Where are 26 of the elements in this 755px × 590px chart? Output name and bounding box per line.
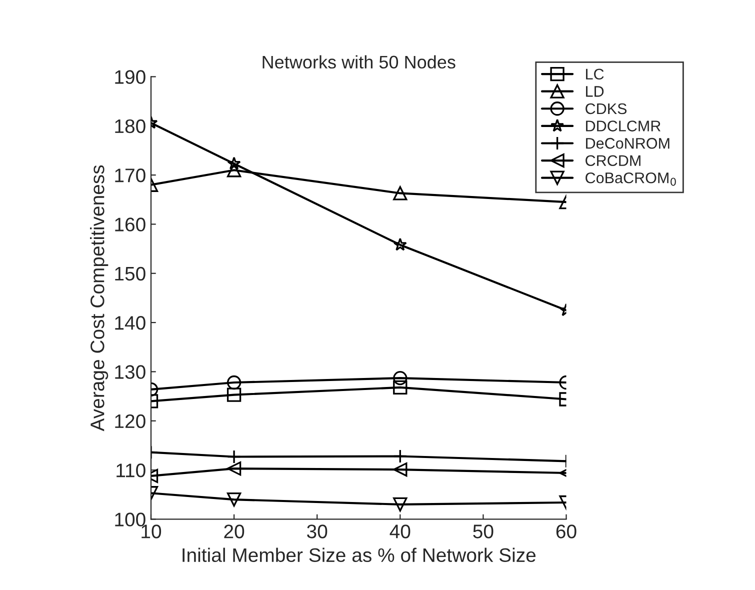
y-axis-title: Average Cost Competitiveness <box>90 165 108 432</box>
legend-label: DeCoNROM <box>586 138 670 149</box>
legend-label: CDKS <box>586 103 627 114</box>
x-tick-label: 10 <box>142 524 162 538</box>
y-tick-label: 150 <box>115 266 146 281</box>
legend-label: DDCLCMR <box>586 120 660 132</box>
x-tick-label: 50 <box>473 524 494 538</box>
chart-title: Networks with 50 Nodes <box>262 55 456 69</box>
x-tick-label: 30 <box>307 524 328 538</box>
legend-label: CRCDM <box>586 155 640 166</box>
y-tick-label: 130 <box>115 365 146 379</box>
legend-label: LD <box>586 86 604 97</box>
x-tick-label: 40 <box>390 524 410 538</box>
legend-label: LC <box>586 68 604 80</box>
x-tick-label: 60 <box>556 524 576 538</box>
legend-label: CoBaCROM$_{0}$ <box>586 172 676 186</box>
y-tick-label: 170 <box>115 168 146 182</box>
x-axis-title: Initial Member Size as % of Network Size <box>182 548 536 562</box>
y-tick-label: 100 <box>115 512 146 526</box>
y-tick-label: 160 <box>115 218 146 232</box>
y-tick-label: 140 <box>115 316 146 330</box>
y-tick-label: 190 <box>115 70 146 84</box>
x-tick-label: 20 <box>224 524 244 538</box>
y-tick-label: 120 <box>115 414 146 428</box>
y-tick-label: 180 <box>115 119 146 134</box>
y-tick-label: 110 <box>116 464 146 478</box>
